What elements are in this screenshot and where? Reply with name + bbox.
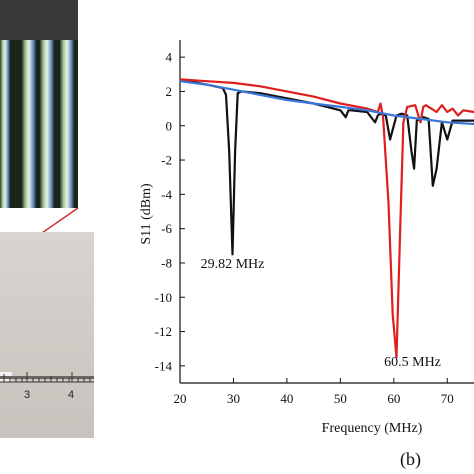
series-line-2 xyxy=(179,80,474,126)
panel-label: (b) xyxy=(400,449,421,470)
y-tick-label: -10 xyxy=(155,290,172,305)
ruler-label-4: 4 xyxy=(68,389,74,401)
x-tick-label: 70 xyxy=(441,391,454,406)
y-tick-label: 0 xyxy=(166,118,173,133)
x-tick-label: 50 xyxy=(334,391,347,406)
y-tick-label: -4 xyxy=(161,187,172,202)
annotations: 29.82 MHz 60.5 MHz xyxy=(201,257,441,370)
photo-panel: 3 4 xyxy=(0,0,94,438)
y-tick-label: -6 xyxy=(161,221,172,236)
device-photo: 3 4 xyxy=(0,232,94,438)
x-tick-label: 20 xyxy=(174,391,187,406)
y-tick-label: -8 xyxy=(161,255,172,270)
ruler-label-3: 3 xyxy=(24,389,30,401)
y-tick-label: 2 xyxy=(166,84,173,99)
x-tick-label: 60 xyxy=(387,391,400,406)
y-tick-label: -2 xyxy=(161,153,172,168)
series-line-0 xyxy=(179,78,474,256)
ruler: 3 4 xyxy=(0,372,94,401)
micrograph-image xyxy=(0,0,78,208)
annotation-label-1: 60.5 MHz xyxy=(384,355,441,370)
series-line-1 xyxy=(179,78,474,359)
y-axis-label: S11 (dBm) xyxy=(139,183,154,245)
annotation-label-0: 29.82 MHz xyxy=(201,257,265,272)
axes xyxy=(179,40,474,384)
x-tick-label: 30 xyxy=(227,391,240,406)
y-tick-label: 4 xyxy=(166,50,173,65)
tick-labels: 20 30 40 50 60 70 -14 -12 -10 -8 -6 -4 -2 0 2 4 xyxy=(155,50,454,406)
y-tick-label: -14 xyxy=(155,358,173,373)
x-tick-label: 40 xyxy=(280,391,293,406)
y-tick-label: -12 xyxy=(155,324,172,339)
x-axis-label: Frequency (MHz) xyxy=(322,421,423,436)
series-lines xyxy=(179,78,474,359)
